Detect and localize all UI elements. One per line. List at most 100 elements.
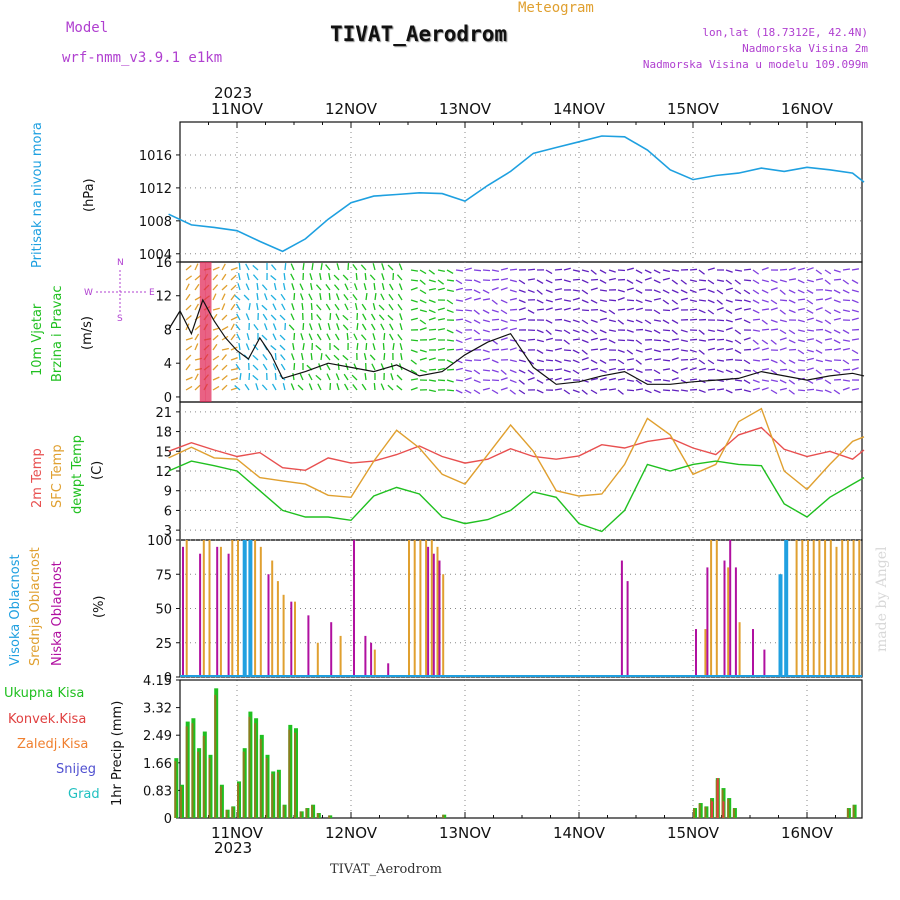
wind-arrow bbox=[734, 279, 741, 285]
wind-arrow bbox=[536, 339, 544, 343]
wind-arrow bbox=[221, 335, 229, 341]
wind-arrow bbox=[635, 379, 643, 385]
precip-ytick-label: 2.49 bbox=[143, 729, 172, 744]
wind-arrow bbox=[554, 329, 563, 332]
wind-arrow bbox=[689, 308, 698, 311]
wind-arrow bbox=[491, 348, 500, 351]
mid-cloud-bar bbox=[425, 540, 428, 677]
wind-arrow bbox=[842, 289, 850, 294]
wind-arrow bbox=[689, 367, 697, 371]
wind-arrow bbox=[590, 337, 598, 341]
wind-arrow bbox=[361, 303, 367, 311]
wind-arrow bbox=[509, 359, 517, 363]
wind-arrow bbox=[842, 309, 850, 313]
wind-arrow bbox=[238, 342, 241, 351]
wind-arrow bbox=[536, 289, 543, 295]
wind-arrow bbox=[380, 323, 385, 331]
wind-arrow bbox=[315, 344, 322, 351]
wind-ytick-label: 16 bbox=[155, 256, 172, 271]
wind-arrow bbox=[455, 287, 463, 291]
wind-arrow bbox=[788, 389, 795, 395]
wind-arrow bbox=[590, 269, 597, 275]
mid-cloud-bar bbox=[801, 540, 804, 677]
wind-arrow bbox=[221, 293, 226, 301]
wind-arrow bbox=[509, 279, 517, 283]
day-label-top: 15NOV bbox=[667, 100, 720, 118]
wind-arrow bbox=[500, 337, 508, 341]
wind-arrow bbox=[482, 319, 490, 323]
wind-arrow bbox=[356, 342, 359, 351]
wind-arrow bbox=[252, 274, 259, 281]
wind-arrow bbox=[617, 289, 625, 293]
mid-cloud-bar bbox=[846, 540, 849, 677]
wind-arrow bbox=[282, 283, 286, 291]
wind-arrow bbox=[716, 388, 725, 391]
wind-arrow bbox=[310, 302, 313, 311]
watermark: made by Angel bbox=[874, 546, 890, 653]
wind-arrow bbox=[608, 367, 616, 371]
wind-arrow bbox=[572, 329, 580, 333]
wind-arrow bbox=[419, 349, 427, 353]
wind-arrow bbox=[716, 369, 724, 373]
wind-arrow bbox=[824, 269, 832, 275]
wind-arrow bbox=[680, 329, 688, 333]
wind-arrow bbox=[527, 289, 535, 294]
wind-arrow bbox=[261, 284, 268, 291]
sfc-temp-label: SFC Temp bbox=[50, 444, 65, 508]
wind-arrow bbox=[689, 318, 698, 321]
wind-arrow bbox=[292, 342, 295, 351]
wind-arrow bbox=[752, 369, 760, 375]
wind-arrow bbox=[617, 389, 624, 395]
wind-arrow bbox=[194, 373, 199, 381]
wind-arrow bbox=[671, 289, 679, 294]
wind-arrow bbox=[270, 344, 277, 351]
wind-arrow bbox=[851, 349, 859, 355]
wind-arrow bbox=[374, 292, 377, 301]
wind-arrow bbox=[410, 317, 418, 321]
wind-arrow bbox=[392, 342, 395, 351]
wind-arrow bbox=[662, 289, 670, 294]
wind-arrow bbox=[280, 363, 286, 371]
wind-arrow bbox=[446, 339, 455, 342]
wind-arrow bbox=[671, 347, 679, 351]
wind-arrow bbox=[336, 323, 340, 331]
wind-arrow bbox=[779, 289, 786, 295]
frozen-precip-overlay bbox=[185, 726, 188, 818]
wind-arrow bbox=[599, 388, 608, 391]
wind-arrow bbox=[437, 279, 445, 285]
low-cloud-bar bbox=[723, 560, 726, 677]
wind-arrow bbox=[833, 299, 841, 303]
wind-arrow bbox=[419, 279, 426, 285]
wind-arrow bbox=[770, 287, 778, 291]
wind-arrow bbox=[272, 323, 277, 331]
wind-arrow bbox=[388, 303, 394, 311]
wind-arrow bbox=[428, 299, 436, 304]
mid-cloud-bar bbox=[835, 546, 838, 677]
low-cloud-bar bbox=[620, 560, 623, 677]
wind-arrow bbox=[563, 378, 571, 381]
mid-cloud-bar bbox=[858, 540, 861, 677]
wind-arrow bbox=[302, 342, 305, 351]
wind-arrow bbox=[644, 348, 652, 351]
wind-arrow bbox=[283, 272, 286, 281]
wind-arrow bbox=[626, 389, 635, 392]
wind-arrow bbox=[373, 282, 376, 291]
wind-arrow bbox=[707, 279, 715, 285]
wind-arrow bbox=[473, 379, 481, 384]
wind-arrow bbox=[290, 263, 295, 271]
wind-arrow bbox=[806, 279, 814, 283]
wind-arrow bbox=[245, 313, 250, 321]
wind-arrow bbox=[815, 319, 823, 324]
wind-arrow bbox=[352, 293, 358, 301]
wind-arrow bbox=[761, 339, 769, 345]
wind-arrow bbox=[399, 313, 403, 321]
wind-arrow bbox=[626, 379, 635, 382]
wind-arrow bbox=[527, 268, 536, 271]
wind-arrow bbox=[293, 292, 296, 301]
wind-arrow bbox=[536, 389, 544, 394]
wind-arrow bbox=[536, 359, 544, 363]
wind-arrow bbox=[680, 297, 688, 301]
wind-arrow bbox=[788, 339, 796, 344]
wind-arrow bbox=[446, 348, 455, 351]
wind-arrow bbox=[236, 333, 241, 341]
